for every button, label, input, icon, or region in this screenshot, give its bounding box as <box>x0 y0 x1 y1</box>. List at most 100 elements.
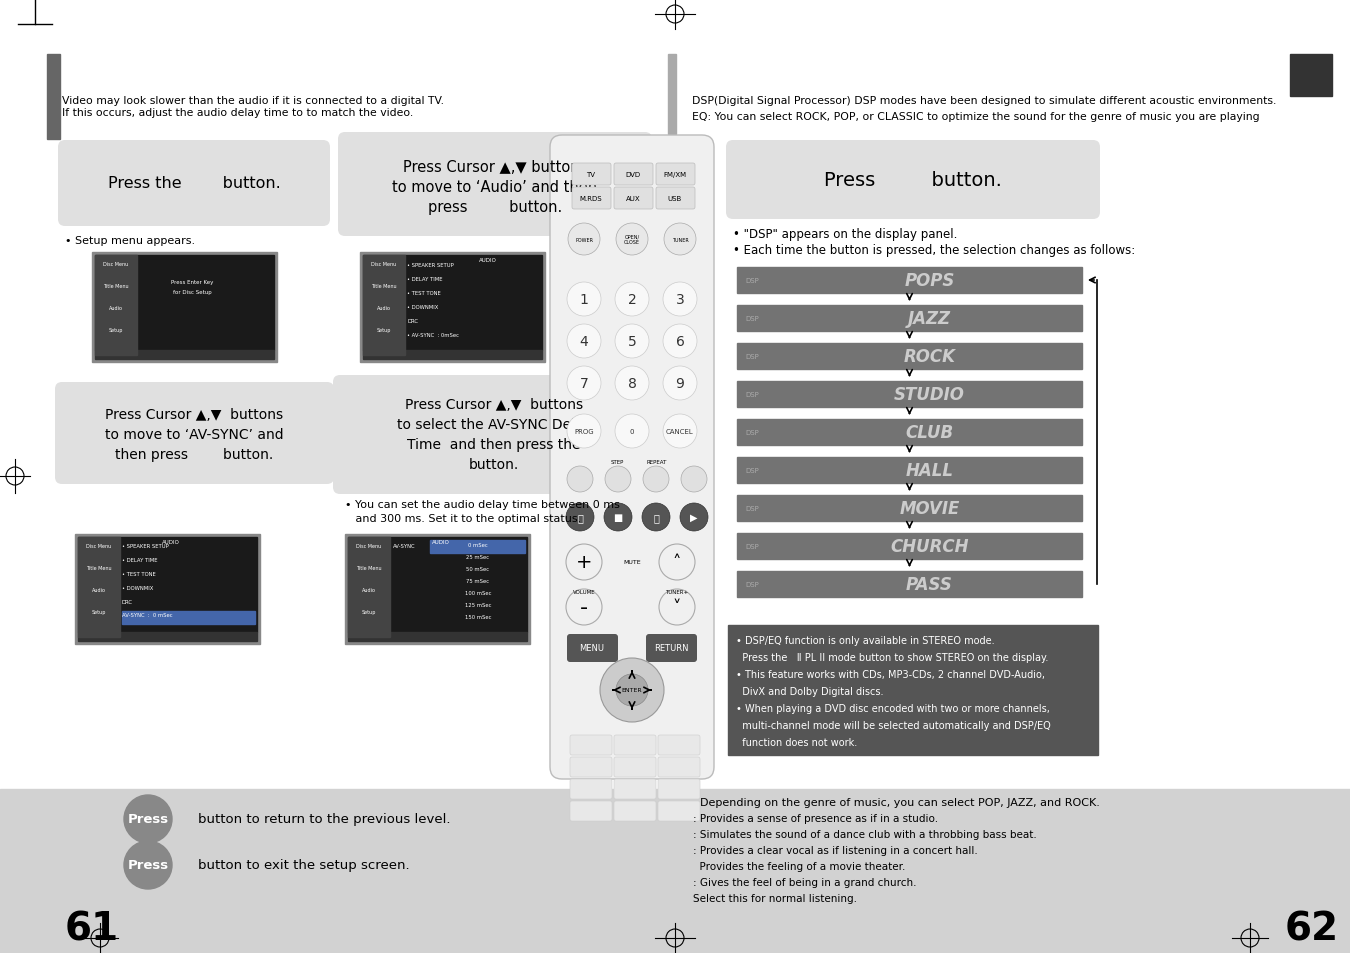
Text: ˄: ˄ <box>672 554 682 572</box>
Circle shape <box>566 503 594 532</box>
Circle shape <box>616 675 648 706</box>
Text: Disc Menu: Disc Menu <box>86 543 112 548</box>
Text: • DELAY TIME: • DELAY TIME <box>122 558 158 562</box>
Text: POPS: POPS <box>904 272 954 290</box>
Text: CHURCH: CHURCH <box>890 537 969 556</box>
Text: ROCK: ROCK <box>903 348 956 366</box>
Text: : Gives the feel of being in a grand church.: : Gives the feel of being in a grand chu… <box>693 877 917 887</box>
Circle shape <box>567 415 601 449</box>
Text: Title Menu: Title Menu <box>103 284 128 289</box>
Bar <box>728 625 1098 755</box>
Text: 25 mSec: 25 mSec <box>467 555 490 559</box>
Circle shape <box>663 283 697 316</box>
Circle shape <box>605 467 630 493</box>
Text: Press: Press <box>127 813 169 825</box>
Bar <box>668 55 676 135</box>
Circle shape <box>680 467 707 493</box>
Text: 150 mSec: 150 mSec <box>464 615 491 619</box>
Text: -: - <box>580 598 589 618</box>
Bar <box>78 537 256 633</box>
Text: 4: 4 <box>579 335 589 349</box>
Text: ⏭: ⏭ <box>653 513 659 522</box>
Text: Audio: Audio <box>109 306 123 311</box>
Text: DRC: DRC <box>122 599 134 604</box>
FancyBboxPatch shape <box>614 758 656 778</box>
Text: 125 mSec: 125 mSec <box>464 602 491 607</box>
Bar <box>0 789 675 953</box>
Text: CLUB: CLUB <box>906 423 953 441</box>
Circle shape <box>680 503 707 532</box>
Text: Select this for normal listening.: Select this for normal listening. <box>693 893 857 903</box>
Text: EQ: You can select ROCK, POP, or CLASSIC to optimize the sound for the genre of : EQ: You can select ROCK, POP, or CLASSIC… <box>693 112 1260 122</box>
Text: M.RDS: M.RDS <box>579 195 602 202</box>
Circle shape <box>567 325 601 358</box>
Text: 3: 3 <box>675 293 684 307</box>
Text: then press        button.: then press button. <box>115 448 274 461</box>
Text: AV-SYNC: AV-SYNC <box>393 543 416 548</box>
FancyBboxPatch shape <box>570 758 612 778</box>
Text: POWER: POWER <box>575 237 593 242</box>
Bar <box>348 633 526 641</box>
Text: ▶: ▶ <box>690 513 698 522</box>
FancyBboxPatch shape <box>333 375 655 495</box>
Text: 61: 61 <box>65 910 119 948</box>
Circle shape <box>616 325 649 358</box>
Text: Video may look slower than the audio if it is connected to a digital TV.
If this: Video may look slower than the audio if … <box>62 96 444 117</box>
Text: • DSP/EQ function is only available in STEREO mode.: • DSP/EQ function is only available in S… <box>736 636 995 645</box>
Text: AUDIO: AUDIO <box>162 539 180 544</box>
Text: STUDIO: STUDIO <box>894 386 965 403</box>
Text: 0: 0 <box>629 429 634 435</box>
Text: button.: button. <box>468 457 520 472</box>
Bar <box>122 612 255 624</box>
Circle shape <box>599 659 664 722</box>
Bar <box>76 535 261 644</box>
Bar <box>737 344 1081 370</box>
Circle shape <box>643 467 670 493</box>
Text: 75 mSec: 75 mSec <box>467 578 490 583</box>
Text: STEP: STEP <box>610 460 624 465</box>
FancyBboxPatch shape <box>614 164 653 186</box>
Bar <box>363 255 405 355</box>
FancyBboxPatch shape <box>647 635 697 662</box>
Text: CANCEL: CANCEL <box>666 429 694 435</box>
Bar <box>737 381 1081 408</box>
Text: • "DSP" appears on the display panel.: • "DSP" appears on the display panel. <box>733 228 957 241</box>
Text: Press Cursor ▲,▼  buttons: Press Cursor ▲,▼ buttons <box>105 408 284 421</box>
Text: VOLUME: VOLUME <box>572 589 595 595</box>
Text: DSP: DSP <box>745 354 759 359</box>
Text: DSP: DSP <box>745 430 759 436</box>
Text: 6: 6 <box>675 335 684 349</box>
Text: • Each time the button is pressed, the selection changes as follows:: • Each time the button is pressed, the s… <box>733 244 1135 256</box>
Text: REPEAT: REPEAT <box>647 460 667 465</box>
Text: 8: 8 <box>628 376 636 391</box>
Text: Disc Menu: Disc Menu <box>371 262 397 267</box>
Text: 2: 2 <box>628 293 636 307</box>
Bar <box>737 496 1081 521</box>
Text: MUTE: MUTE <box>624 560 641 565</box>
Text: AV-SYNC  :  0 mSec: AV-SYNC : 0 mSec <box>122 613 173 618</box>
Circle shape <box>568 224 599 255</box>
Text: Disc Menu: Disc Menu <box>356 543 382 548</box>
Text: ˅: ˅ <box>672 598 682 617</box>
Text: Press the   Ⅱ PL II mode button to show STEREO on the display.: Press the Ⅱ PL II mode button to show ST… <box>736 652 1049 662</box>
Text: DSP: DSP <box>745 505 759 512</box>
Text: • Setup menu appears.: • Setup menu appears. <box>65 235 196 246</box>
Text: Press         button.: Press button. <box>824 171 1002 190</box>
Circle shape <box>659 544 695 580</box>
FancyBboxPatch shape <box>58 141 329 227</box>
Text: and 300 ms. Set it to the optimal status.: and 300 ms. Set it to the optimal status… <box>346 514 582 523</box>
Text: ENTER: ENTER <box>622 688 643 693</box>
Text: press         button.: press button. <box>428 200 562 214</box>
Text: DSP: DSP <box>745 277 759 284</box>
Text: 0 mSec: 0 mSec <box>468 542 487 547</box>
Text: 9: 9 <box>675 376 684 391</box>
Text: DSP(Digital Signal Processor) DSP modes have been designed to simulate different: DSP(Digital Signal Processor) DSP modes … <box>693 96 1276 106</box>
Bar <box>1291 55 1332 97</box>
Text: button to exit the setup screen.: button to exit the setup screen. <box>198 859 409 872</box>
FancyBboxPatch shape <box>570 780 612 800</box>
Text: for Disc Setup: for Disc Setup <box>173 290 212 294</box>
Text: 7: 7 <box>579 376 589 391</box>
FancyBboxPatch shape <box>572 188 612 210</box>
Text: Title Menu: Title Menu <box>356 565 382 571</box>
Circle shape <box>567 283 601 316</box>
